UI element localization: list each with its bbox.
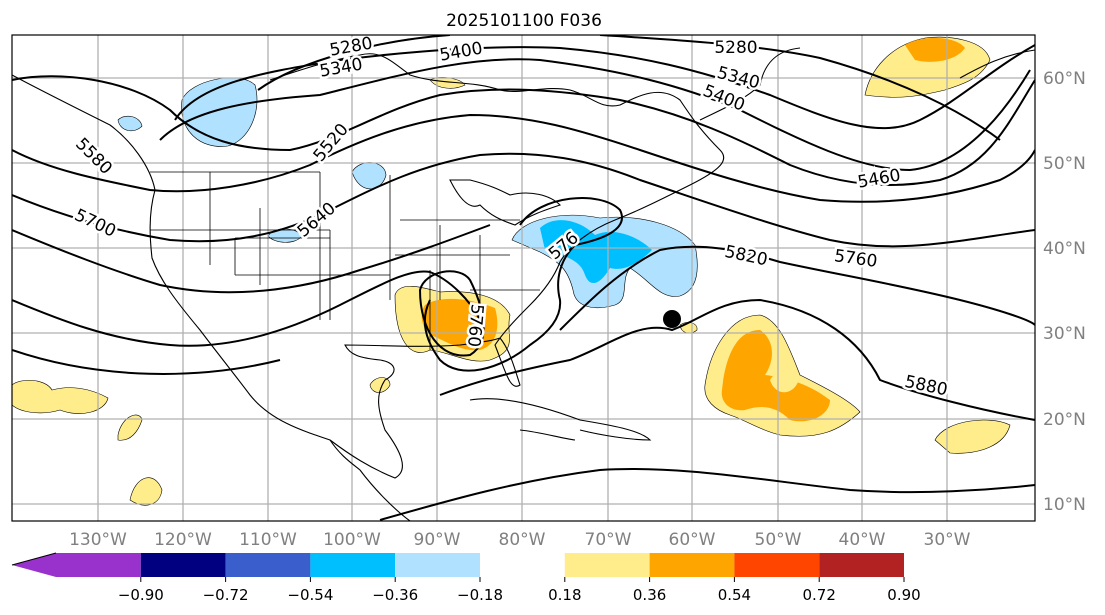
lon-label: 90°W	[414, 530, 461, 550]
colorbar-segment	[140, 553, 226, 577]
colorbar-segment	[734, 553, 820, 577]
colorbar-tick-label: −0.90	[118, 586, 164, 604]
lat-label: 50°N	[1043, 154, 1086, 174]
lon-label: 30°W	[924, 530, 971, 550]
map-title: 2025101100 F036	[446, 11, 602, 31]
lon-label: 130°W	[69, 530, 127, 550]
colorbar-segment	[564, 553, 650, 577]
colorbar-tick-label: 0.72	[802, 586, 835, 604]
colorbar-outline	[11, 552, 57, 566]
colorbar-segment	[310, 553, 396, 577]
storm-position-dot	[663, 310, 681, 328]
colorbar-tick-label: 0.18	[548, 586, 581, 604]
colorbar-tick-label: −0.36	[372, 586, 418, 604]
lon-label: 120°W	[154, 530, 212, 550]
colorbar-tick-label: 0.90	[887, 586, 920, 604]
lon-label: 50°W	[755, 530, 802, 550]
colorbar-tick-label: 0.36	[633, 586, 666, 604]
colorbar-tick-label: −0.18	[457, 586, 503, 604]
contour-label: 5760	[463, 303, 487, 348]
colorbar-segment	[649, 553, 735, 577]
colorbar-segment	[480, 553, 565, 577]
lon-label: 70°W	[585, 530, 632, 550]
colorbar-tick-label: −0.54	[287, 586, 333, 604]
lat-label: 20°N	[1043, 410, 1086, 430]
colorbar-tick-label: 0.54	[718, 586, 751, 604]
lon-label: 80°W	[499, 530, 546, 550]
lon-label: 100°W	[323, 530, 381, 550]
colorbar-segment	[12, 553, 141, 577]
colorbar-tick-label: −0.72	[203, 586, 249, 604]
colorbar: −0.90 −0.72 −0.54 −0.36 −0.18 0.18 0.36 0.54 0.7…	[11, 552, 921, 604]
lon-label: 110°W	[239, 530, 297, 550]
state-borders	[150, 171, 540, 350]
lat-label: 60°N	[1043, 69, 1086, 89]
lat-label: 30°N	[1043, 324, 1086, 344]
lon-label: 60°W	[669, 530, 716, 550]
lon-label: 40°W	[839, 530, 886, 550]
colorbar-segment	[819, 553, 904, 577]
graticule	[12, 35, 1035, 521]
positive-anomaly-shading	[12, 36, 1011, 506]
map-frame	[11, 34, 1036, 522]
negative-anomaly-shading	[117, 77, 698, 309]
colorbar-segment	[225, 553, 311, 577]
colorbar-segment	[395, 553, 480, 577]
longitude-labels: 130°W 120°W 110°W 100°W 90°W 80°W 70°W 6…	[69, 530, 971, 550]
map-plot-area: 5280 5340 5400 5280 5340 5400 5460 5520 …	[12, 35, 1035, 521]
height-contours	[12, 35, 1035, 521]
lat-label: 10°N	[1043, 495, 1086, 515]
contour-label: 5280	[714, 38, 757, 58]
lat-label: 40°N	[1043, 239, 1086, 259]
latitude-labels: 60°N 50°N 40°N 30°N 20°N 10°N	[1043, 69, 1086, 515]
